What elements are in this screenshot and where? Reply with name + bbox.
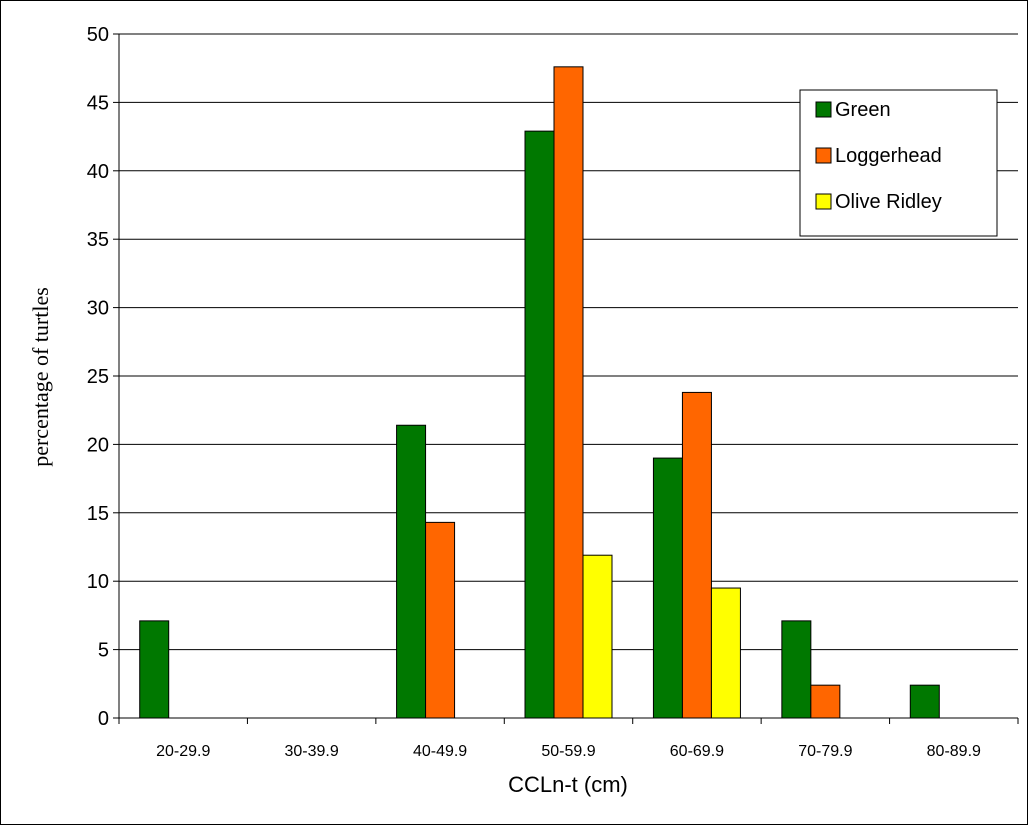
bar-green (524, 130, 555, 719)
bar-green (909, 684, 940, 719)
bar-olive-ridley (582, 554, 613, 719)
x-tick-label: 80-89.9 (927, 743, 981, 760)
y-axis-title: percentage of turtles (28, 287, 53, 467)
bar-loggerhead (681, 391, 712, 719)
legend-label: Loggerhead (835, 145, 942, 167)
legend-label: Green (835, 99, 891, 121)
x-axis-title: CCLn-t (cm) (508, 772, 628, 797)
y-tick-labels: 0 5 10 15 20 25 30 35 40 45 50 (87, 24, 119, 730)
y-tick-label: 30 (87, 298, 109, 320)
x-tick-label: 30-39.9 (285, 743, 339, 760)
x-tick-label: 60-69.9 (670, 743, 724, 760)
y-tick-label: 5 (98, 640, 109, 662)
y-tick-label: 25 (87, 366, 109, 388)
legend-label: Olive Ridley (835, 191, 942, 213)
legend-swatch-loggerhead (815, 147, 832, 164)
y-tick-label: 50 (87, 24, 109, 46)
y-tick-label: 10 (87, 571, 109, 593)
y-tick-label: 45 (87, 92, 109, 114)
legend-box (799, 89, 998, 237)
y-tick-label: 40 (87, 161, 109, 183)
bar-green (781, 620, 812, 719)
legend-swatch-olive-ridley (815, 193, 832, 210)
y-tick-label: 0 (98, 708, 109, 730)
bar-loggerhead (553, 66, 584, 719)
x-tick-labels: 20-29.9 30-39.9 40-49.9 50-59.9 60-69.9 70-79… (118, 718, 1019, 760)
bar-loggerhead (425, 521, 456, 719)
legend-swatch-green (815, 101, 832, 118)
y-tick-label: 20 (87, 434, 109, 456)
bar-loggerhead (810, 684, 841, 719)
bar-green (139, 620, 170, 719)
x-tick-label: 70-79.9 (798, 743, 852, 760)
legend: Green Loggerhead Olive Ridley (799, 89, 998, 237)
x-tick-label: 20-29.9 (156, 743, 210, 760)
x-tick-label: 40-49.9 (413, 743, 467, 760)
bar-olive-ridley (710, 587, 741, 719)
bar-green (396, 424, 427, 719)
y-tick-label: 35 (87, 229, 109, 251)
y-tick-label: 15 (87, 503, 109, 525)
bar-green (652, 457, 683, 719)
x-tick-label: 50-59.9 (541, 743, 595, 760)
